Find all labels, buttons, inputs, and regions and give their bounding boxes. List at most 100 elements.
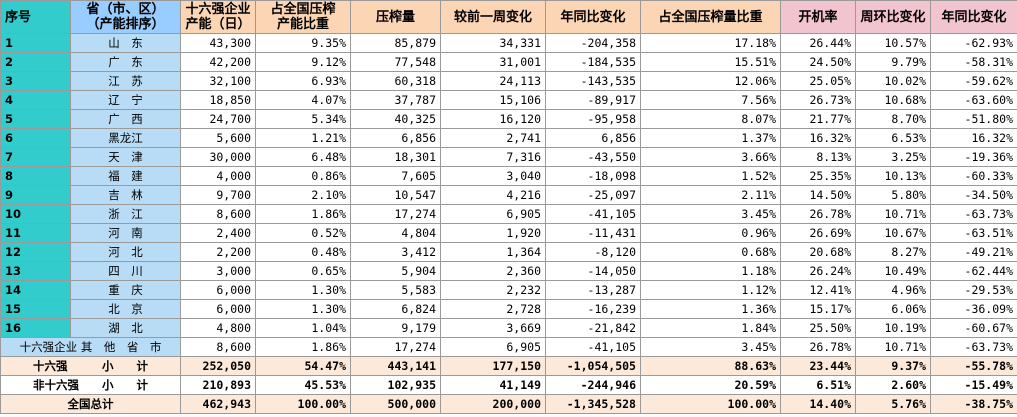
value-cell: 4.96% [855,280,931,300]
column-header: 年同比变化 [545,0,641,34]
value-cell: 200,000 [440,394,546,414]
value-cell: 2.60% [855,375,931,395]
value-cell: -38.75% [930,394,1017,414]
value-cell: 15,106 [440,90,546,110]
value-cell: 10.71% [855,204,931,224]
value-cell: 18,850 [180,90,256,110]
value-cell: 1.30% [255,299,351,319]
table-row: 10 浙 江 8,600 1.86% 17,274 6,905 -41,105 3.45% 26… [0,204,1017,224]
value-cell: 1.37% [640,128,781,148]
value-cell: 8,600 [180,337,256,357]
value-cell: 3.45% [640,337,781,357]
table-row: 11 河 南 2,400 0.52% 4,804 1,920 -11,431 0.96% 26.… [0,223,1017,243]
value-cell: -204,358 [545,33,641,53]
value-cell: 2.11% [640,185,781,205]
province-cell: 广 西 [70,109,181,129]
value-cell: -95,958 [545,109,641,129]
value-cell: 1,364 [440,242,546,262]
value-cell: 24.50% [780,52,856,72]
value-cell: 26.78% [780,204,856,224]
column-header: 占全国压榨量比重 [640,0,781,34]
value-cell: 31,001 [440,52,546,72]
value-cell: -29.53% [930,280,1017,300]
rank-cell: 4 [0,90,71,110]
value-cell: -19.36% [930,147,1017,167]
value-cell: -51.80% [930,109,1017,129]
value-cell: 26.24% [780,261,856,281]
value-cell: 30,000 [180,147,256,167]
value-cell: 15.51% [640,52,781,72]
value-cell: 37,787 [350,90,441,110]
rank-cell: 5 [0,109,71,129]
province-cell: 山 东 [70,33,181,53]
value-cell: 0.86% [255,166,351,186]
value-cell: 21.77% [780,109,856,129]
value-cell: 43,300 [180,33,256,53]
value-cell: -18,098 [545,166,641,186]
value-cell: 5,583 [350,280,441,300]
table-row: 16 湖 北 4,800 1.04% 9,179 3,669 -21,842 1.84% 25.… [0,318,1017,338]
value-cell: 34,331 [440,33,546,53]
column-header: 压榨量 [350,0,441,34]
column-header: 年同比变化 [930,0,1017,34]
value-cell: -1,054,505 [545,356,641,376]
province-cell: 四 川 [70,261,181,281]
rank-cell: 6 [0,128,71,148]
province-cell: 辽 宁 [70,90,181,110]
summary-row: 十六强 小 计 252,050 54.47% 443,141 177,150 -1,054… [0,356,1017,376]
value-cell: 10.57% [855,33,931,53]
value-cell: 2,360 [440,261,546,281]
value-cell: 8.13% [780,147,856,167]
value-cell: 8,600 [180,204,256,224]
value-cell: 210,893 [180,375,256,395]
value-cell: -13,287 [545,280,641,300]
value-cell: 26.69% [780,223,856,243]
value-cell: 6,905 [440,337,546,357]
value-cell: -143,535 [545,71,641,91]
rank-cell: 9 [0,185,71,205]
value-cell: -89,917 [545,90,641,110]
value-cell: 16,120 [440,109,546,129]
value-cell: 54.47% [255,356,351,376]
column-header: 占全国压榨 产能比重 [255,0,351,34]
value-cell: 2,728 [440,299,546,319]
value-cell: 17,274 [350,337,441,357]
value-cell: -60.67% [930,318,1017,338]
province-cell: 河 南 [70,223,181,243]
rank-cell: 3 [0,71,71,91]
value-cell: -63.73% [930,204,1017,224]
value-cell: 0.96% [640,223,781,243]
value-cell: 1.21% [255,128,351,148]
value-cell: -34.50% [930,185,1017,205]
province-cell: 湖 北 [70,318,181,338]
value-cell: -1,345,528 [545,394,641,414]
value-cell: 10,547 [350,185,441,205]
value-cell: 7,316 [440,147,546,167]
summary-label: 全国总计 [0,394,181,414]
value-cell: 443,141 [350,356,441,376]
value-cell: 24,113 [440,71,546,91]
value-cell: 18,301 [350,147,441,167]
value-cell: 4,216 [440,185,546,205]
province-cell: 广 东 [70,52,181,72]
value-cell: -36.09% [930,299,1017,319]
rank-cell: 16 [0,318,71,338]
value-cell: 500,000 [350,394,441,414]
value-cell: 5.80% [855,185,931,205]
value-cell: -63.60% [930,90,1017,110]
value-cell: 4,804 [350,223,441,243]
value-cell: 3.25% [855,147,931,167]
value-cell: 24,700 [180,109,256,129]
value-cell: 88.63% [640,356,781,376]
value-cell: 6,905 [440,204,546,224]
province-cell: 黑龙江 [70,128,181,148]
rank-cell: 8 [0,166,71,186]
value-cell: 20.59% [640,375,781,395]
rank-cell: 2 [0,52,71,72]
table-row: 15 北 京 6,000 1.30% 6,824 2,728 -16,239 1.36% 15.… [0,299,1017,319]
value-cell: 3,000 [180,261,256,281]
value-cell: 8.27% [855,242,931,262]
value-cell: 177,150 [440,356,546,376]
